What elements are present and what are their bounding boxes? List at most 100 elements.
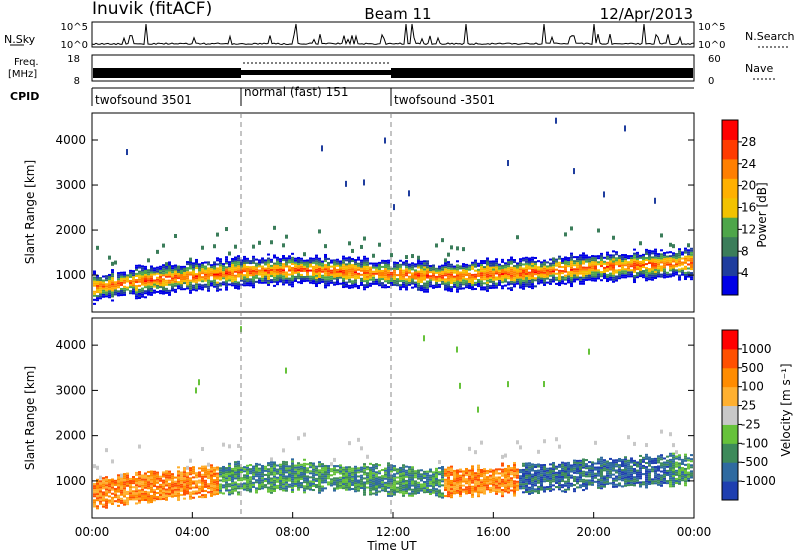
- data-cell: [396, 268, 399, 271]
- data-cell: [192, 264, 195, 267]
- data-cell: [576, 478, 579, 481]
- data-cell: [414, 277, 417, 280]
- data-cell: [618, 470, 621, 473]
- data-cell: [201, 477, 204, 480]
- data-cell: [129, 292, 132, 295]
- data-cell: [174, 234, 177, 239]
- data-cell: [465, 492, 468, 495]
- data-cell: [306, 263, 309, 266]
- data-cell: [621, 256, 624, 259]
- data-cell: [402, 472, 405, 475]
- data-cell: [138, 491, 141, 494]
- data-cell: [624, 466, 627, 469]
- data-cell: [522, 462, 525, 465]
- data-cell: [456, 266, 459, 269]
- data-cell: [597, 277, 600, 280]
- data-cell: [498, 283, 501, 286]
- data-cell: [213, 483, 216, 486]
- data-cell: [513, 275, 516, 278]
- data-cell: [195, 273, 198, 276]
- data-cell: [600, 485, 603, 488]
- data-cell: [606, 476, 609, 479]
- data-cell: [354, 478, 357, 481]
- data-cell: [483, 472, 486, 475]
- data-cell: [213, 273, 216, 276]
- data-cell: [651, 482, 654, 485]
- data-cell: [537, 485, 540, 488]
- data-cell: [351, 473, 354, 476]
- data-cell: [381, 481, 384, 484]
- data-cell: [243, 264, 246, 267]
- data-cell: [186, 277, 189, 280]
- data-cell: [687, 267, 690, 270]
- data-cell: [558, 265, 561, 268]
- data-cell: [507, 467, 510, 470]
- data-cell: [372, 274, 375, 277]
- data-cell: [669, 481, 672, 484]
- data-cell: [495, 268, 498, 271]
- data-cell: [411, 262, 414, 265]
- data-cell: [279, 480, 282, 483]
- data-cell: [135, 272, 138, 275]
- data-cell: [459, 287, 462, 290]
- data-cell: [159, 489, 162, 492]
- data-cell: [477, 472, 480, 475]
- data-cell: [231, 476, 234, 479]
- data-cell: [132, 274, 135, 277]
- data-cell: [507, 277, 510, 280]
- noise-panel: [91, 21, 695, 48]
- data-cell: [444, 274, 447, 277]
- data-cell: [477, 278, 480, 281]
- data-cell: [654, 472, 657, 475]
- data-cell: [183, 497, 186, 500]
- data-cell: [477, 285, 480, 288]
- data-cell: [264, 480, 267, 483]
- data-cell: [219, 278, 222, 281]
- data-cell: [318, 277, 321, 281]
- data-cell: [639, 458, 642, 462]
- data-cell: [99, 277, 102, 280]
- data-cell: [669, 273, 672, 276]
- data-cell: [657, 459, 660, 462]
- data-cell: [324, 258, 327, 261]
- data-cell: [378, 482, 381, 485]
- data-cell: [204, 273, 207, 276]
- data-cell: [609, 272, 612, 275]
- data-cell: [123, 489, 126, 492]
- data-cell: [354, 480, 357, 483]
- data-cell: [663, 481, 666, 484]
- data-cell: [300, 484, 303, 487]
- data-cell: [672, 274, 675, 277]
- data-cell: [132, 270, 135, 273]
- data-cell: [564, 476, 567, 479]
- data-cell: [591, 267, 594, 270]
- data-cell: [312, 466, 315, 469]
- data-cell: [453, 277, 456, 280]
- data-cell: [264, 281, 267, 284]
- data-cell: [630, 265, 633, 268]
- data-cell: [630, 271, 633, 274]
- data-cell: [339, 480, 342, 483]
- data-cell: [369, 278, 372, 281]
- data-cell: [387, 273, 390, 276]
- data-cell: [606, 267, 609, 270]
- data-cell: [141, 295, 144, 298]
- data-cell: [513, 490, 516, 493]
- data-cell: [219, 274, 222, 277]
- data-cell: [294, 271, 297, 274]
- data-cell: [666, 263, 669, 266]
- data-cell: [555, 260, 558, 263]
- data-cell: [429, 468, 432, 471]
- data-cell: [456, 246, 459, 251]
- data-cell: [402, 269, 405, 272]
- data-cell: [531, 475, 534, 478]
- data-cell: [570, 482, 573, 485]
- data-cell: [156, 268, 159, 271]
- data-cell: [621, 469, 624, 472]
- data-cell: [192, 472, 195, 475]
- data-cell: [573, 488, 576, 491]
- data-cell: [375, 479, 378, 482]
- data-cell: [522, 275, 525, 278]
- data-cell: [156, 477, 159, 480]
- data-cell: [474, 486, 477, 489]
